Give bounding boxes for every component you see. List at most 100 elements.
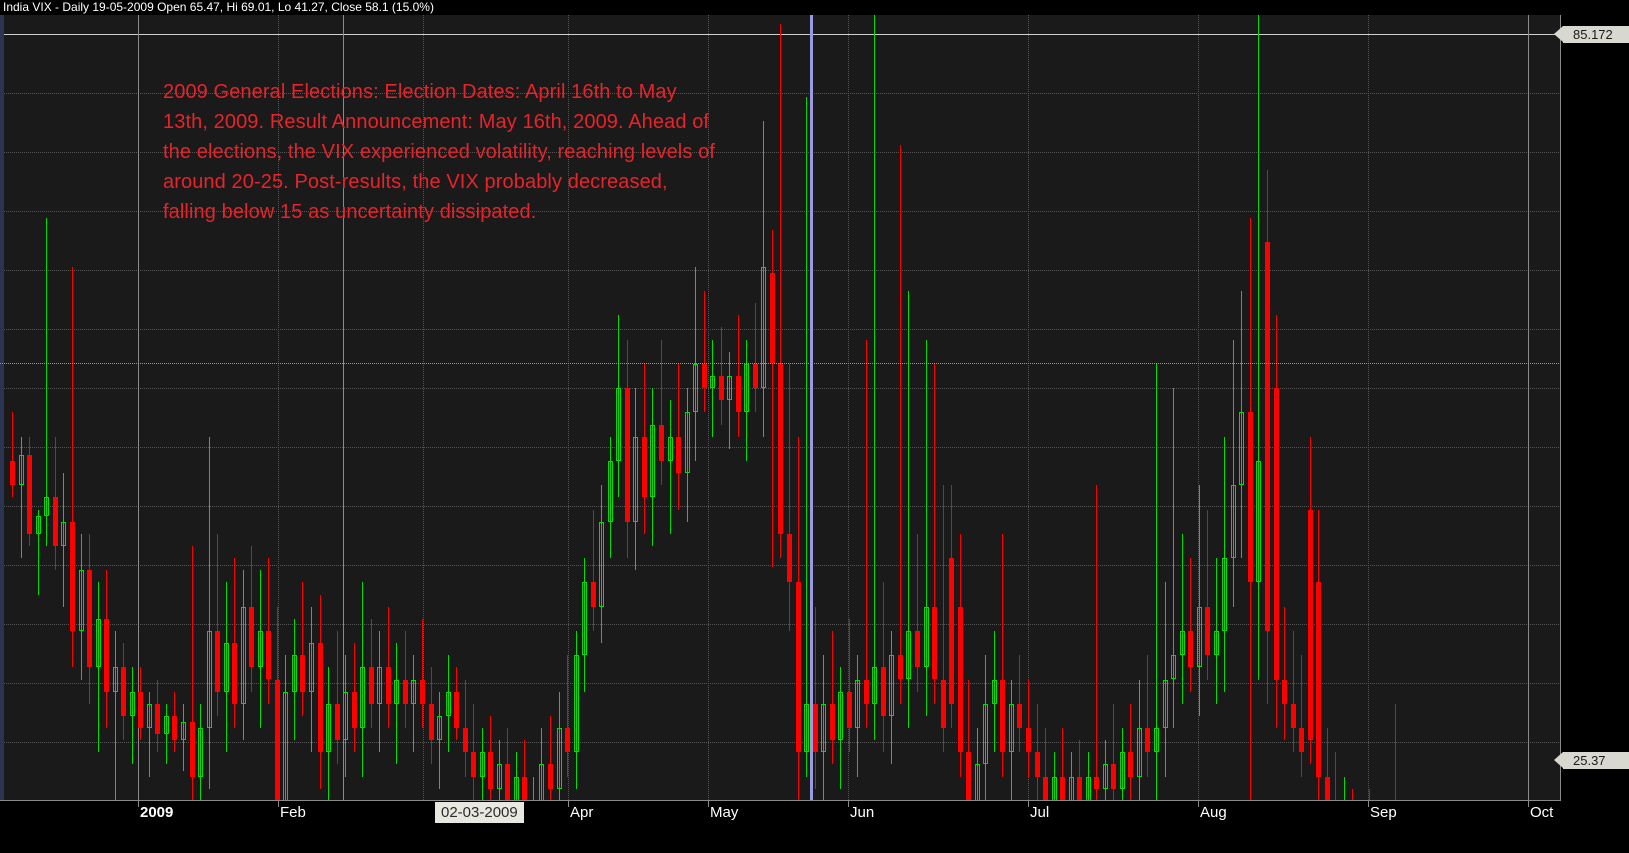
candle-wick: [413, 655, 414, 753]
candle-wick: [712, 339, 713, 437]
candle-body: [1316, 582, 1321, 777]
candle-body: [411, 679, 416, 704]
candle-body: [454, 691, 459, 729]
candle-body: [821, 703, 826, 753]
date-axis-tick: [1528, 801, 1529, 807]
candle-body: [488, 752, 493, 789]
candle-wick: [1045, 728, 1046, 800]
candle-body: [642, 436, 647, 498]
left-edge-strip: [0, 15, 4, 800]
candle-wick: [115, 630, 116, 800]
candle-wick: [362, 582, 363, 777]
candle-body: [258, 630, 263, 668]
candle-body: [505, 764, 510, 800]
candle-wick: [977, 728, 978, 800]
candle-wick: [1054, 752, 1055, 800]
candle-wick: [1301, 655, 1302, 777]
candle-body: [932, 606, 937, 680]
candle-body: [96, 618, 101, 668]
candle-body: [1060, 776, 1065, 800]
candle-body: [292, 655, 297, 692]
candle-body: [992, 679, 997, 704]
candle-body: [138, 691, 143, 729]
candle-wick: [328, 667, 329, 800]
candle-wick: [1071, 752, 1072, 800]
candle-body: [497, 764, 502, 789]
candle-wick: [1199, 485, 1200, 716]
date-axis-label: Feb: [280, 804, 306, 821]
candle-wick: [1079, 740, 1080, 800]
candle-body: [53, 497, 58, 546]
candle-wick: [1105, 740, 1106, 800]
candle-wick: [21, 436, 22, 559]
candle-body: [1188, 630, 1193, 668]
candle-wick: [166, 703, 167, 765]
candle-body: [241, 606, 246, 704]
candle-wick: [311, 606, 312, 753]
date-axis-tick: [138, 801, 139, 807]
candle-body: [1265, 242, 1270, 631]
candle-body: [761, 266, 766, 389]
candle-body: [1256, 460, 1261, 583]
date-axis-label: Jun: [850, 804, 875, 821]
candle-wick: [994, 630, 995, 753]
candle-body: [693, 363, 698, 413]
candle-body: [70, 521, 75, 631]
candle-wick: [1147, 655, 1148, 777]
candle-body: [650, 424, 655, 498]
candle-wick: [1327, 728, 1328, 800]
candle-wick: [738, 315, 739, 437]
date-axis-tick: [568, 801, 569, 807]
date-axis[interactable]: 2009 Feb Apr May Jun Jul Aug Sep Oct 02-03-2009: [0, 800, 1629, 853]
candle-wick: [1130, 703, 1131, 800]
candle-body: [121, 667, 126, 716]
candle-body: [1231, 485, 1236, 559]
candle-wick: [1258, 15, 1259, 680]
candle-wick: [874, 15, 875, 741]
candle-body: [1145, 728, 1150, 753]
candle-wick: [1088, 752, 1089, 800]
candle-wick: [695, 266, 696, 461]
candle-body: [1069, 776, 1074, 800]
candle-body: [369, 667, 374, 704]
date-axis-tick: [1198, 801, 1199, 807]
candle-body: [608, 460, 613, 522]
candle-body: [1171, 655, 1176, 680]
candle-wick: [98, 582, 99, 753]
date-axis-label: Jul: [1030, 804, 1050, 821]
candle-body: [668, 436, 673, 461]
candle-wick: [482, 728, 483, 800]
candle-body: [79, 570, 84, 631]
candle-wick: [302, 582, 303, 716]
candle-body: [539, 764, 544, 800]
candle-body: [1154, 728, 1159, 753]
candle-wick: [439, 691, 440, 789]
candle-wick: [1019, 655, 1020, 753]
candle-wick: [38, 509, 39, 595]
candle-wick: [396, 643, 397, 765]
candle-wick: [849, 618, 850, 753]
chart-title-bar: India VIX - Daily 19-05-2009 Open 65.47,…: [0, 0, 1629, 15]
price-axis[interactable]: 85.172 25.37: [1554, 15, 1629, 800]
candle-body: [198, 728, 203, 777]
candle-wick: [1037, 703, 1038, 800]
candle-body: [480, 752, 485, 777]
date-axis-tick: [1368, 801, 1369, 807]
candle-body: [787, 533, 792, 583]
candle-wick: [1369, 788, 1370, 800]
candle-body: [591, 582, 596, 607]
candle-body: [633, 436, 638, 522]
date-axis-label: 2009: [140, 804, 174, 821]
candle-wick: [345, 655, 346, 777]
candle-body: [87, 570, 92, 668]
candle-wick: [1284, 606, 1285, 741]
candle-body: [548, 764, 553, 789]
candle-wick: [541, 728, 542, 800]
candle-wick: [1122, 728, 1123, 800]
candle-body: [1035, 752, 1040, 777]
crosshair-vertical-line[interactable]: [810, 15, 813, 800]
candle-wick: [832, 630, 833, 765]
candle-body: [753, 363, 758, 389]
chart-plot-area[interactable]: 2009 General Elections: Election Dates: …: [0, 15, 1629, 800]
candle-wick: [1096, 485, 1097, 800]
